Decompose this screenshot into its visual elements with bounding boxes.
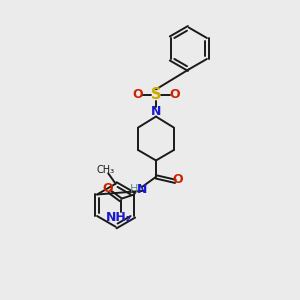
- Text: O: O: [172, 173, 183, 186]
- Text: H: H: [130, 184, 138, 194]
- Text: S: S: [151, 87, 161, 102]
- Text: NH₂: NH₂: [106, 211, 132, 224]
- Text: O: O: [169, 88, 180, 101]
- Text: N: N: [137, 183, 147, 196]
- Text: CH₃: CH₃: [97, 165, 115, 175]
- Text: N: N: [151, 105, 161, 118]
- Text: O: O: [132, 88, 143, 101]
- Text: O: O: [103, 182, 113, 195]
